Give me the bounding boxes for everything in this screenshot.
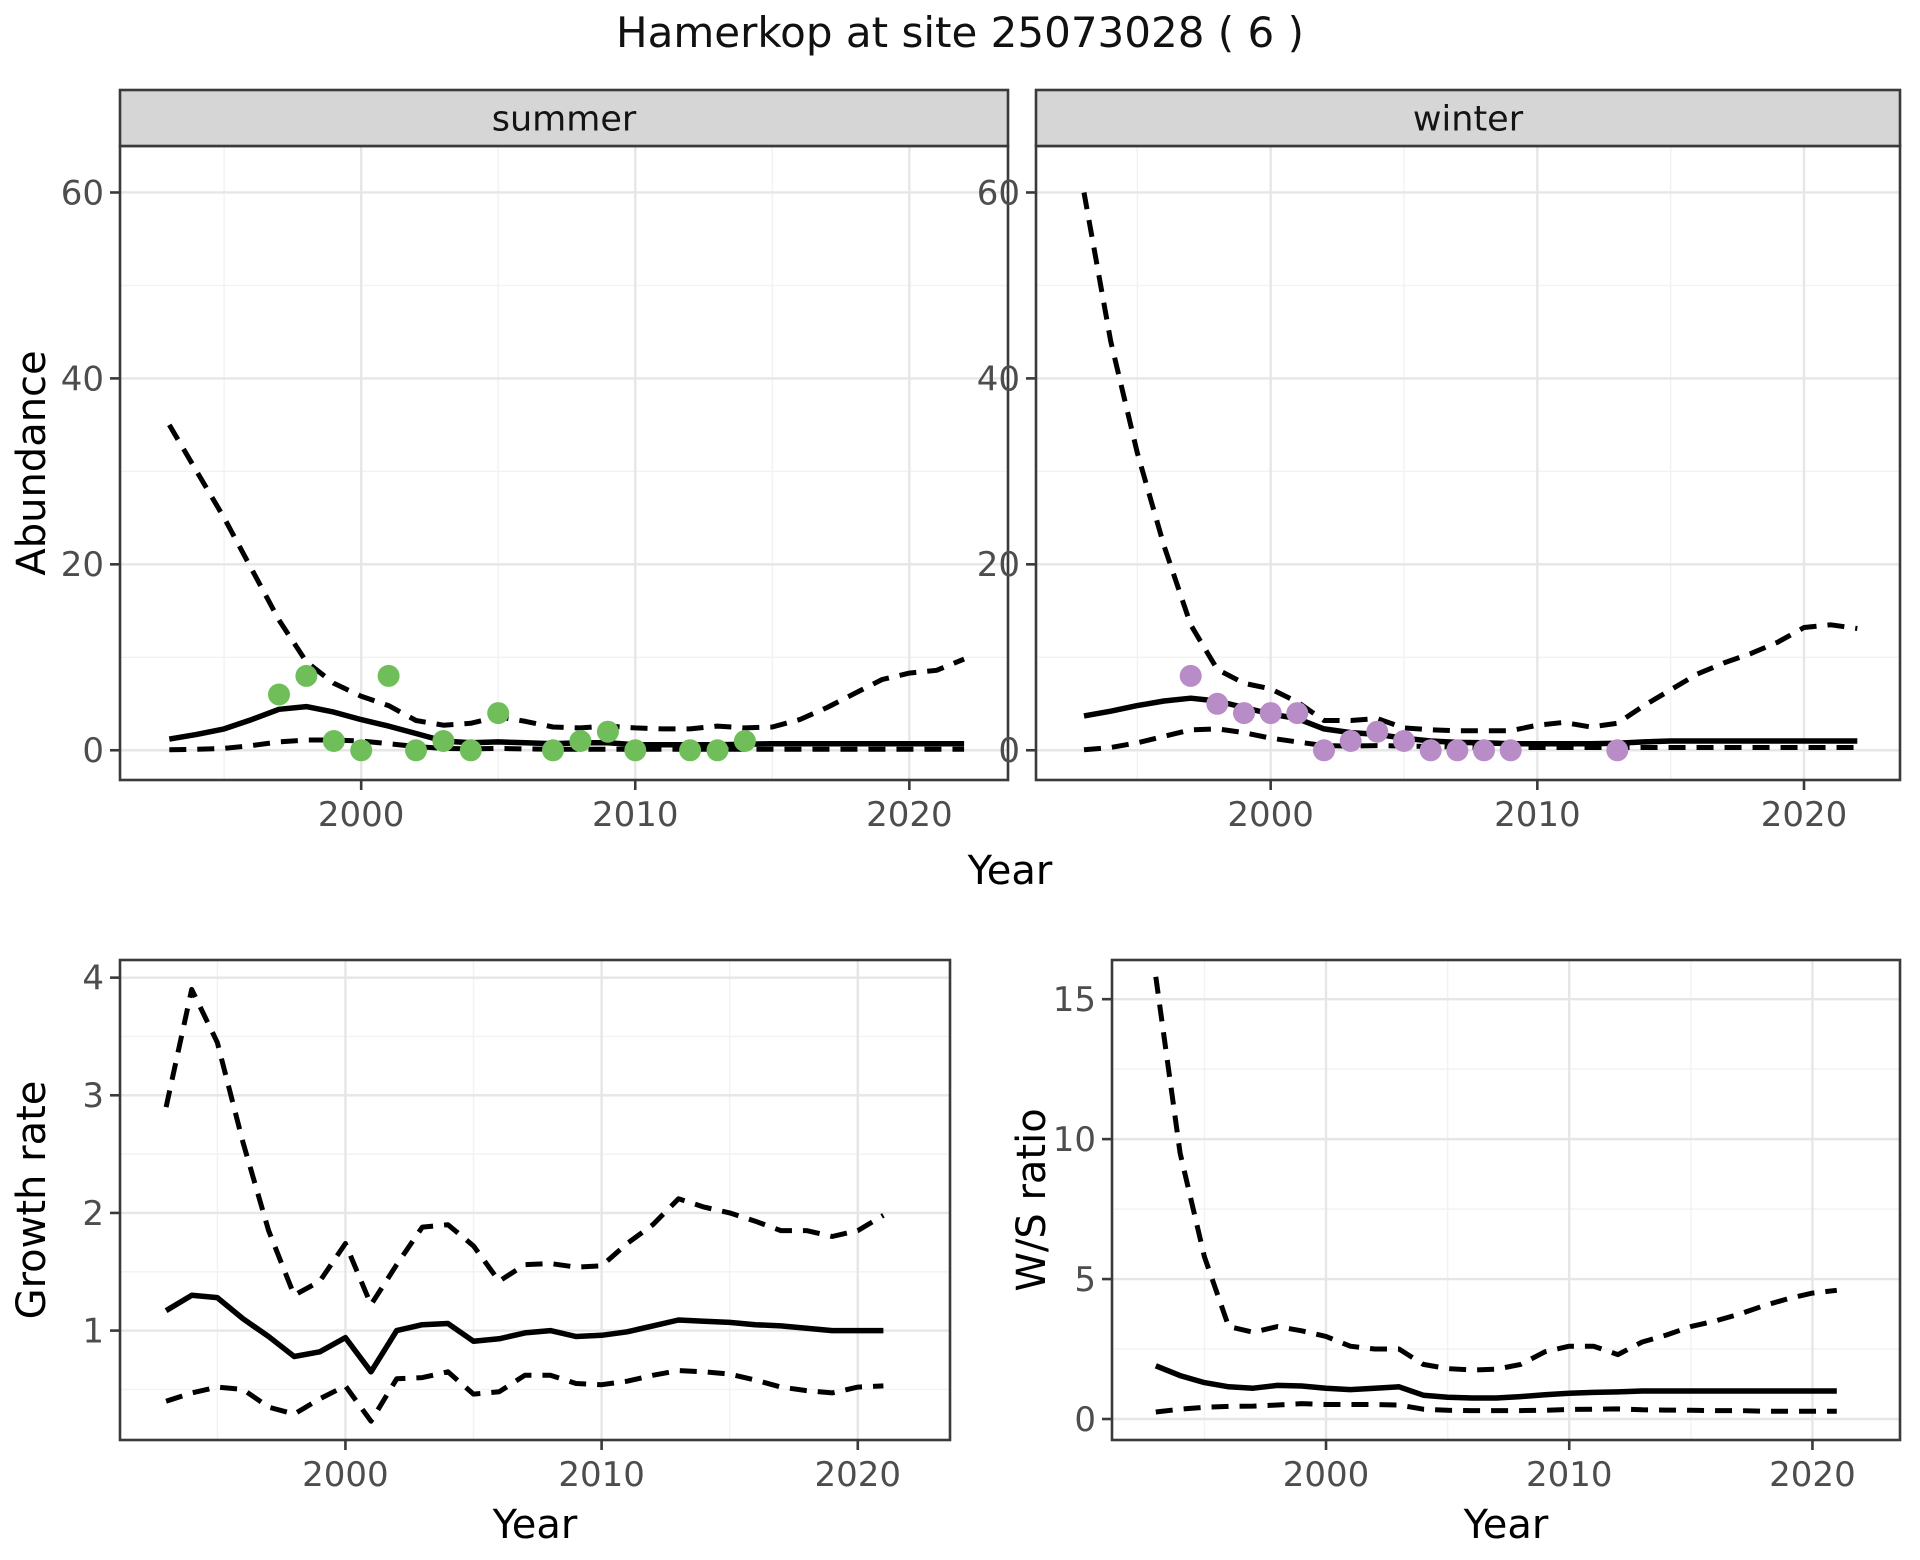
y-tick-label: 1 bbox=[82, 1311, 104, 1351]
observed-winter-counts-point bbox=[1179, 664, 1202, 687]
facet-strip-summer bbox=[118, 88, 1010, 148]
observed-summer-counts-point bbox=[569, 730, 592, 752]
observed-winter-counts-point bbox=[1499, 739, 1522, 762]
observed-winter-counts-point bbox=[1233, 702, 1255, 725]
observed-winter-counts-point bbox=[1606, 739, 1629, 762]
observed-summer-counts-point bbox=[733, 730, 756, 752]
observed-winter-counts-point bbox=[1259, 702, 1282, 725]
x-tick-label: 2020 bbox=[1761, 795, 1848, 835]
y-tick-label: 0 bbox=[998, 731, 1020, 771]
panel-ws-background bbox=[1112, 960, 1900, 1440]
lower-95ci-line bbox=[165, 1368, 884, 1424]
x-tick-label: 2000 bbox=[1227, 795, 1314, 835]
upper-95ci-line bbox=[163, 986, 885, 1308]
observed-winter-counts-point bbox=[1419, 739, 1442, 762]
y-tick-label: 0 bbox=[82, 731, 104, 771]
y-tick-label: 40 bbox=[977, 359, 1020, 399]
y-tick-label: 3 bbox=[82, 1076, 104, 1116]
lower-95ci-line bbox=[1083, 726, 1858, 753]
observed-summer-counts-point bbox=[350, 739, 373, 762]
y-axis-title-abundance: Abundance bbox=[9, 350, 55, 576]
upper-95ci-line bbox=[167, 423, 966, 732]
observed-summer-counts-point bbox=[432, 730, 455, 752]
x-tick-label: 2020 bbox=[866, 795, 953, 835]
y-tick-label: 15 bbox=[1053, 980, 1096, 1020]
x-tick-label: 2010 bbox=[1494, 795, 1581, 835]
observed-summer-counts-point bbox=[596, 720, 619, 743]
facet-strip-label-summer: summer bbox=[492, 99, 637, 139]
x-axis-title-year-top: Year bbox=[967, 848, 1053, 894]
observed-summer-counts-point bbox=[542, 739, 564, 762]
x-axis-title-year-ws: Year bbox=[1463, 1502, 1549, 1548]
panel-growth-background bbox=[120, 960, 950, 1440]
observed-summer-counts-point bbox=[268, 683, 290, 706]
observed-summer-counts-point bbox=[624, 739, 647, 762]
fitted-abundance-line bbox=[168, 703, 965, 748]
observed-winter-counts-point bbox=[1206, 692, 1229, 715]
fitted-ws-ratio-line bbox=[1154, 1363, 1837, 1401]
y-tick-label: 40 bbox=[61, 359, 104, 399]
y-tick-label: 20 bbox=[61, 545, 104, 585]
y-tick-label: 4 bbox=[82, 959, 104, 999]
panel-growth-border bbox=[118, 958, 952, 1442]
upper-95ci-line bbox=[1081, 192, 1858, 734]
observed-winter-counts-point bbox=[1473, 739, 1495, 762]
y-tick-label: 60 bbox=[977, 173, 1020, 213]
observed-summer-counts-point bbox=[679, 739, 702, 762]
x-tick-label: 2010 bbox=[1526, 1455, 1613, 1495]
x-axis-title-year-growth: Year bbox=[492, 1502, 578, 1548]
lower-95ci-line bbox=[169, 737, 965, 753]
x-tick-label: 2010 bbox=[558, 1455, 645, 1495]
observed-winter-counts-point bbox=[1313, 739, 1335, 762]
y-tick-label: 20 bbox=[977, 545, 1020, 585]
y-tick-label: 0 bbox=[1074, 1400, 1096, 1440]
y-tick-label: 60 bbox=[61, 173, 104, 213]
observed-summer-counts-point bbox=[295, 664, 318, 687]
x-tick-label: 2000 bbox=[1283, 1455, 1370, 1495]
lower-95ci-line bbox=[1155, 1401, 1837, 1415]
facet-strip-winter bbox=[1034, 88, 1902, 148]
figure-title: Hamerkop at site 25073028 ( 6 ) bbox=[616, 8, 1304, 57]
observed-summer-counts-point bbox=[405, 739, 427, 762]
fitted-growth-rate-line bbox=[164, 1292, 884, 1375]
x-tick-label: 2000 bbox=[302, 1455, 389, 1495]
x-tick-label: 2010 bbox=[592, 795, 679, 835]
y-axis-title-growth-rate: Growth rate bbox=[9, 1080, 55, 1320]
y-tick-label: 5 bbox=[1074, 1260, 1096, 1300]
observed-winter-counts-point bbox=[1446, 739, 1469, 762]
y-tick-label: 2 bbox=[82, 1194, 104, 1234]
observed-summer-counts-point bbox=[459, 739, 482, 762]
observed-summer-counts-point bbox=[706, 739, 729, 762]
observed-winter-counts-point bbox=[1393, 730, 1415, 752]
upper-95ci-line bbox=[1153, 976, 1838, 1373]
panel-winter-background bbox=[1036, 146, 1900, 780]
facet-strip-label-winter: winter bbox=[1413, 99, 1524, 139]
observed-winter-counts-point bbox=[1366, 720, 1389, 743]
panel-ws-border bbox=[1110, 958, 1902, 1442]
y-axis-title-ws-ratio: W/S ratio bbox=[1009, 1108, 1055, 1292]
y-tick-label: 10 bbox=[1053, 1120, 1096, 1160]
observed-winter-counts-point bbox=[1339, 730, 1362, 752]
observed-winter-counts-point bbox=[1286, 702, 1309, 725]
panel-summer-background bbox=[120, 146, 1008, 780]
observed-summer-counts-point bbox=[377, 664, 400, 687]
observed-summer-counts-point bbox=[322, 730, 345, 752]
x-tick-label: 2020 bbox=[1769, 1455, 1856, 1495]
x-tick-label: 2000 bbox=[318, 795, 405, 835]
x-tick-label: 2020 bbox=[815, 1455, 902, 1495]
observed-summer-counts-point bbox=[487, 702, 510, 725]
